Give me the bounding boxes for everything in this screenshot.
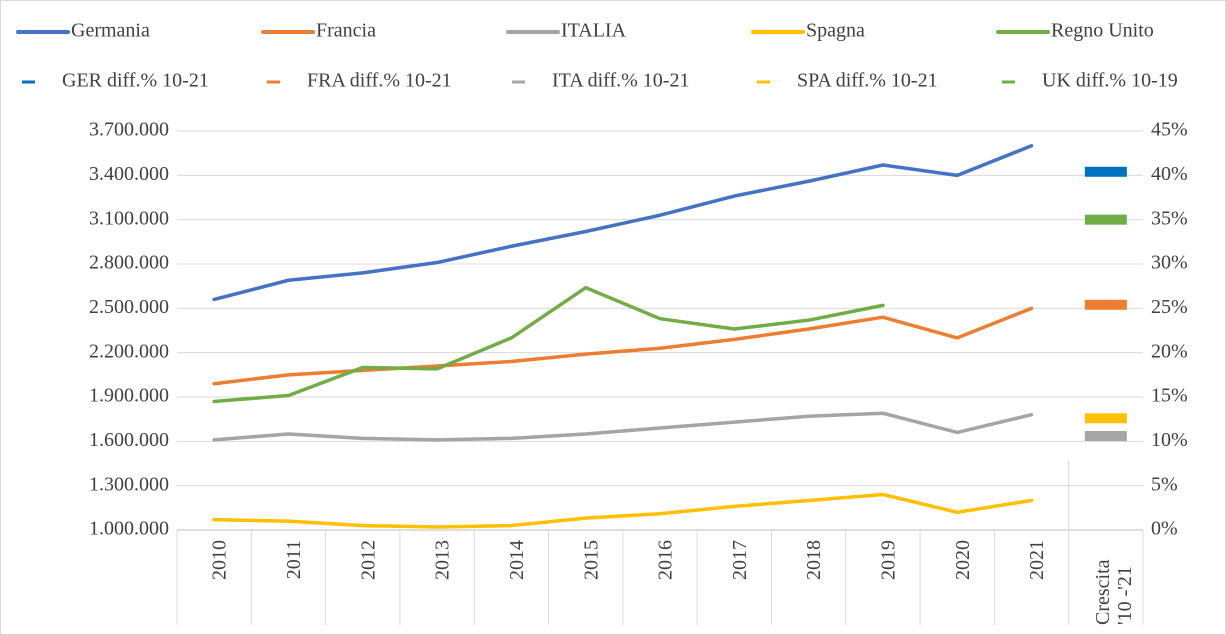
series-line	[212, 492, 1034, 529]
y2-tick-label: 15%	[1151, 385, 1188, 407]
y2-tick-label: 40%	[1151, 163, 1188, 185]
legend-label: GER diff.% 10-21	[62, 70, 209, 92]
x-tick-label: 2013	[432, 540, 454, 580]
x-tick-label: 2019	[878, 540, 900, 580]
x-tick-label: 2015	[580, 540, 602, 580]
y2-tick-label: 45%	[1151, 119, 1188, 141]
x-tick-label: 2014	[506, 540, 528, 580]
diff-marker	[1084, 166, 1127, 177]
x-tick-label-line: '10 -'21	[1113, 566, 1135, 625]
x-tick-label: Crescita '10 -'21	[1091, 554, 1135, 625]
x-tick-label: 2018	[803, 540, 825, 580]
y2-tick-label: 10%	[1151, 429, 1188, 451]
y2-tick-label: 5%	[1151, 473, 1178, 495]
y-tick-label: 3.100.000	[89, 207, 169, 229]
y2-tick-label: 20%	[1151, 340, 1188, 362]
x-tick-label: 2017	[729, 540, 751, 580]
diff-marker	[1084, 299, 1127, 310]
x-tick-label: 2021	[1026, 540, 1048, 580]
legend-label: SPA diff.% 10-21	[797, 70, 938, 92]
diff-marker	[1084, 214, 1127, 225]
y2-tick-label: 35%	[1151, 207, 1188, 229]
x-tick-label-line: Crescita	[1091, 554, 1113, 625]
legend-label: ITALIA	[561, 20, 627, 42]
legend-label: Francia	[316, 20, 376, 42]
y-tick-label: 3.400.000	[89, 163, 169, 185]
series-line	[212, 411, 1034, 442]
x-tick-label: 2012	[357, 540, 379, 580]
y2-tick-label: 30%	[1151, 252, 1188, 274]
legend-label: Spagna	[806, 20, 865, 42]
y-tick-label: 1.300.000	[89, 473, 169, 495]
legend-label: ITA diff.% 10-21	[552, 70, 689, 92]
y-tick-label: 2.800.000	[89, 252, 169, 274]
y-tick-label: 3.700.000	[89, 119, 169, 141]
diff-marker	[1084, 413, 1127, 424]
series-line	[212, 144, 1034, 302]
x-tick-label: 2016	[655, 540, 677, 580]
y2-tick-label: 25%	[1151, 296, 1188, 318]
diff-marker	[1084, 431, 1127, 442]
x-tick-label: 2020	[952, 540, 974, 580]
y-tick-label: 1.600.000	[89, 429, 169, 451]
y-tick-label: 1.000.000	[89, 518, 169, 540]
x-tick-label: 2011	[283, 540, 305, 579]
y2-tick-label: 0%	[1151, 518, 1178, 540]
legend-label: UK diff.% 10-19	[1042, 70, 1178, 92]
x-tick-label: 2010	[209, 540, 231, 580]
y-tick-label: 2.500.000	[89, 296, 169, 318]
y-tick-label: 1.900.000	[89, 385, 169, 407]
legend-label: Regno Unito	[1051, 20, 1154, 42]
series-line	[212, 285, 885, 404]
y-tick-label: 2.200.000	[89, 340, 169, 362]
legend-label: FRA diff.% 10-21	[307, 70, 452, 92]
legend-label: Germania	[71, 20, 150, 42]
